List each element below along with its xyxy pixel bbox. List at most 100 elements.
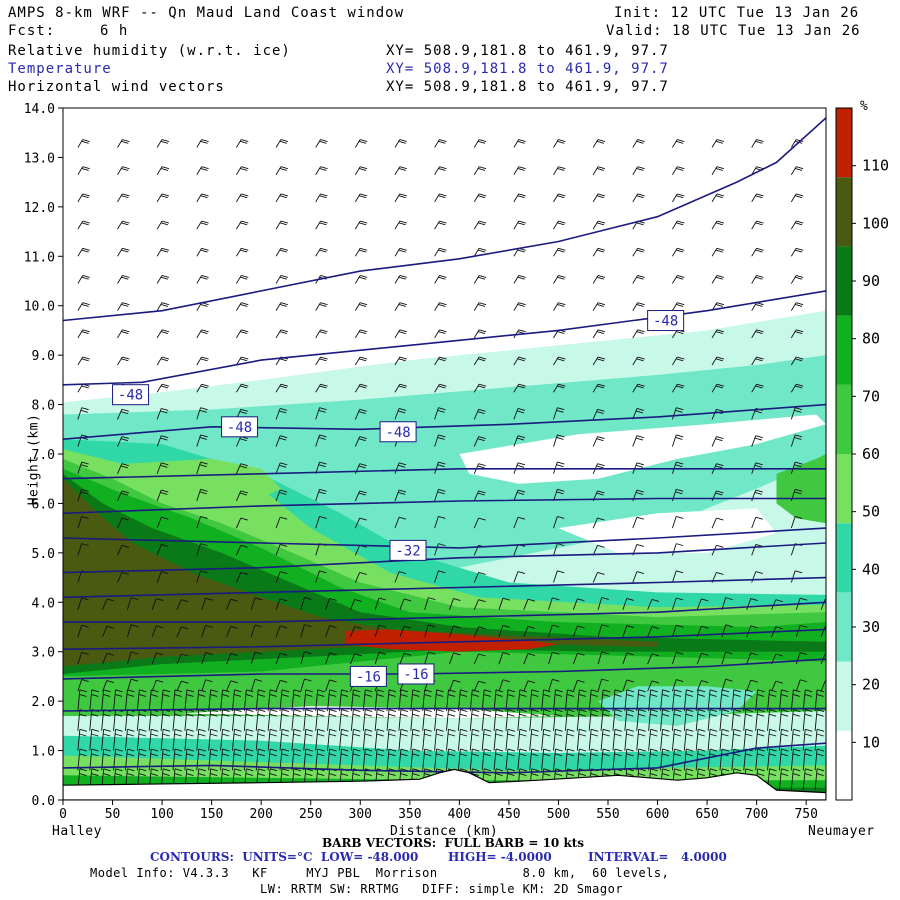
wind-barb	[647, 626, 660, 638]
wind-barb	[410, 689, 420, 712]
wind-barb	[196, 434, 208, 447]
wind-barb	[600, 709, 611, 731]
wind-barb	[473, 626, 486, 638]
wind-barb	[636, 709, 646, 731]
wind-barb	[300, 651, 312, 665]
wind-barb	[126, 678, 139, 692]
wind-barb	[156, 193, 170, 203]
contours-high: HIGH= -4.0000	[448, 850, 552, 864]
wind-barb	[751, 383, 764, 393]
rh-band-105	[63, 478, 658, 667]
x-tick-label: 200	[249, 807, 272, 822]
wind-barb	[553, 543, 565, 556]
wind-barb	[743, 709, 753, 731]
wind-barb	[711, 220, 725, 230]
contour-label-text: -32	[395, 543, 420, 559]
wind-barb	[208, 748, 218, 771]
wind-barb	[77, 329, 90, 339]
wind-barb	[553, 220, 566, 230]
rh-band-75	[776, 454, 826, 524]
wind-barb	[469, 728, 480, 751]
wind-barb	[632, 356, 645, 366]
wind-barb	[814, 728, 825, 751]
wind-barb	[117, 302, 130, 311]
wind-barb	[201, 624, 213, 638]
wind-barb	[778, 709, 789, 731]
wind-barb	[279, 709, 290, 731]
wind-barb	[672, 193, 685, 203]
wind-barb	[176, 626, 189, 638]
wind-barb	[424, 624, 436, 638]
wind-barb	[410, 748, 420, 771]
y-tick-label: 3.0	[32, 646, 55, 661]
wind-barb	[434, 356, 447, 366]
wind-barb	[394, 571, 407, 583]
wind-barb	[126, 597, 139, 610]
wind-barb	[172, 689, 183, 712]
wind-barb	[275, 679, 288, 692]
wind-barb	[354, 166, 368, 175]
wind-barb	[513, 435, 526, 447]
wind-barb	[473, 220, 487, 230]
wind-barb	[572, 652, 585, 665]
wind-barb	[196, 220, 209, 230]
wind-barb	[548, 597, 560, 610]
colorbar-tick-label: 50	[862, 503, 880, 521]
temperature-contour	[63, 601, 826, 623]
wind-barb	[434, 516, 446, 529]
wind-barb	[683, 748, 694, 771]
wind-barb	[250, 624, 263, 638]
wind-barb	[102, 625, 114, 638]
wind-barb	[553, 275, 566, 284]
contour-label-text: -48	[653, 314, 678, 330]
wind-barb	[711, 517, 724, 529]
wind-barb	[541, 728, 551, 751]
wind-barb	[434, 728, 444, 751]
terrain-surface	[63, 768, 826, 800]
wind-barb	[394, 220, 407, 230]
wind-barb	[672, 356, 685, 366]
wind-barb	[386, 748, 397, 771]
wind-barb	[746, 679, 758, 692]
wind-barb	[513, 489, 526, 502]
x-tick-label: 500	[547, 807, 570, 822]
wind-barb	[481, 689, 492, 712]
wind-barb	[457, 689, 468, 712]
wind-barb	[394, 275, 407, 284]
forecast-value: 6 h	[100, 23, 129, 39]
wind-barb	[576, 709, 587, 731]
wind-barb	[156, 571, 169, 583]
wind-barb	[151, 625, 164, 638]
wind-barb	[124, 728, 135, 751]
wind-barb	[117, 139, 130, 148]
wind-barb	[156, 166, 170, 175]
wind-barb	[731, 689, 741, 712]
wind-barb	[77, 193, 90, 203]
wind-barb	[711, 139, 725, 148]
wind-barb	[250, 597, 263, 610]
contour-label-text: -48	[385, 425, 410, 441]
wind-barb	[790, 728, 801, 751]
wind-barb	[235, 517, 248, 529]
field-temperature: Temperature	[8, 61, 112, 77]
wind-barb	[374, 748, 385, 771]
wind-barb	[291, 748, 302, 771]
wind-barb	[275, 571, 288, 583]
wind-barb	[671, 434, 684, 447]
wind-barb	[434, 570, 446, 583]
wind-barb	[513, 220, 526, 230]
wind-barb	[362, 689, 373, 712]
wind-barb	[434, 407, 446, 420]
wind-barb	[671, 651, 684, 665]
wind-barb	[77, 597, 89, 610]
wind-barb	[117, 193, 130, 203]
wind-barb	[588, 748, 599, 771]
wind-barb	[399, 598, 412, 610]
wind-barb	[790, 329, 804, 339]
wind-barb	[101, 728, 111, 751]
colorbar-tick-label: 90	[862, 272, 880, 290]
wind-barb	[632, 516, 644, 529]
wind-barb	[592, 572, 605, 583]
wind-barb	[743, 728, 753, 751]
